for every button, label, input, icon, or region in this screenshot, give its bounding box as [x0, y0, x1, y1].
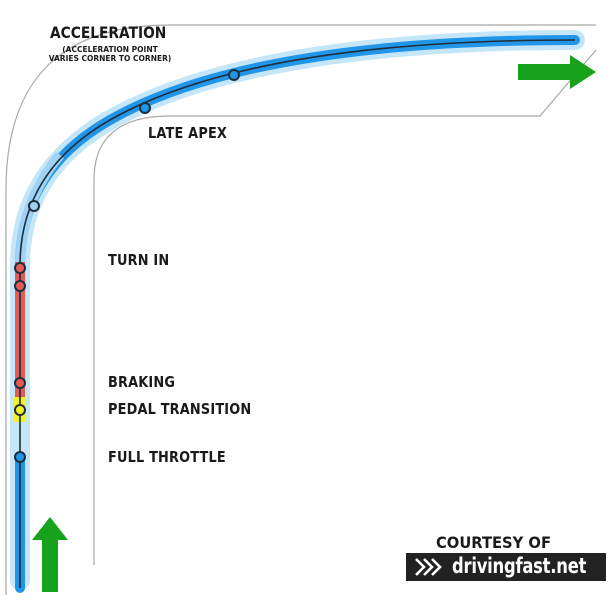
marker-late-apex [139, 102, 151, 114]
label-late-apex: LATE APEX [148, 124, 228, 142]
road-inner-edge [93, 49, 597, 565]
start-arrow-icon [32, 517, 68, 592]
marker-acceleration [228, 69, 240, 81]
logo-text: drivingfast.net [452, 554, 587, 578]
logo-chevron-icon [415, 558, 426, 576]
marker-coast [28, 200, 40, 212]
label-pedal-transition: PEDAL TRANSITION [108, 400, 252, 418]
logo-badge [406, 553, 606, 581]
marker-turn-in-a [14, 280, 26, 292]
marker-turn-in-b [14, 262, 26, 274]
label-acceleration: ACCELERATION [50, 23, 167, 42]
label-acceleration-note-2: VARIES CORNER TO CORNER) [48, 54, 172, 63]
label-full-throttle: FULL THROTTLE [108, 448, 226, 466]
road-outer-edge [5, 24, 596, 595]
exit-arrow-icon [518, 55, 596, 89]
marker-braking [14, 377, 26, 389]
throttle-segment-exit [15, 35, 580, 267]
label-turn-in: TURN IN [108, 251, 170, 269]
label-acceleration-note-1: (ACCELERATION POINT [62, 45, 158, 54]
marker-pedal-transition [14, 404, 26, 416]
label-braking: BRAKING [108, 373, 176, 391]
marker-full-throttle [14, 451, 26, 463]
courtesy-label: COURTESY OF [436, 533, 551, 552]
